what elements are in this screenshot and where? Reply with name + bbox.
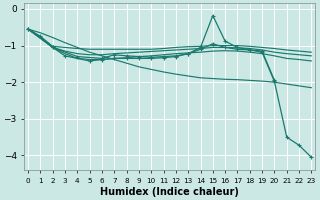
X-axis label: Humidex (Indice chaleur): Humidex (Indice chaleur) bbox=[100, 187, 239, 197]
